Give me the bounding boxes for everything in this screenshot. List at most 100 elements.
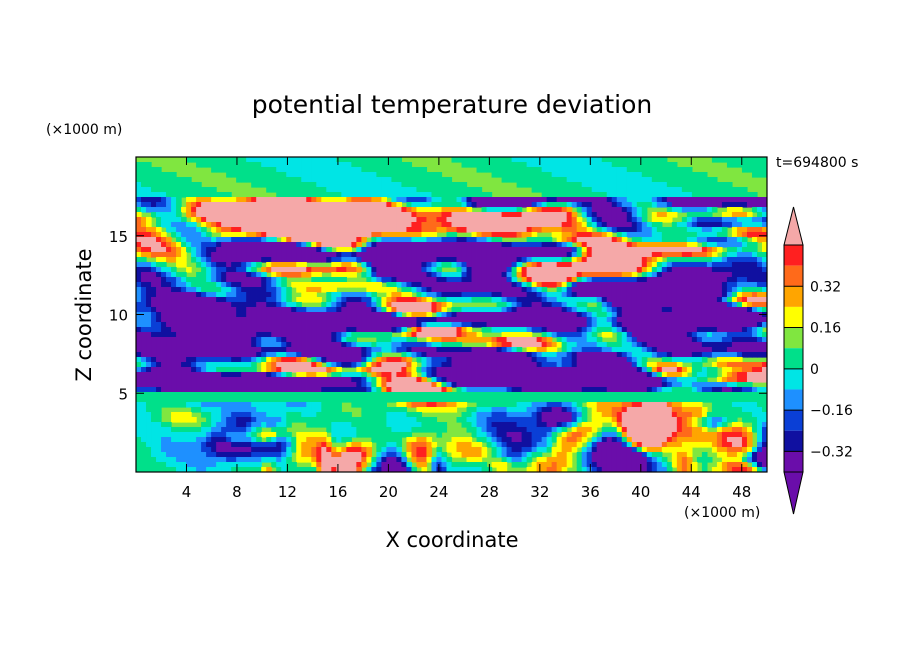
field-cell [731,332,738,338]
field-cell [241,337,247,343]
field-cell [186,202,192,208]
field-cell [686,357,693,363]
field-cell [466,237,473,243]
field-cell [656,242,663,248]
field-cell [681,202,688,208]
field-cell [421,172,428,178]
field-cell [496,317,503,323]
field-cell [521,312,528,318]
field-cell [241,362,247,368]
field-cell [396,232,403,238]
field-cell [551,267,558,273]
field-cell [681,177,688,183]
field-cell [686,282,693,288]
field-cell [316,232,322,238]
field-cell [456,282,463,288]
field-cell [231,212,237,218]
field-cell [281,197,287,203]
field-cell [486,222,493,228]
field-cell [461,247,468,253]
field-cell [601,342,608,348]
field-cell [261,182,267,188]
field-cell [656,277,663,283]
field-cell [531,337,538,343]
field-cell [586,192,593,198]
field-cell [346,237,352,243]
field-cell [361,252,367,258]
field-cell [256,207,262,213]
field-cell [301,272,307,278]
field-cell [621,277,628,283]
field-cell [496,282,503,288]
field-cell [341,292,347,298]
field-cell [661,167,668,173]
field-cell [376,327,382,333]
field-cell [336,337,342,343]
field-cell [456,287,463,293]
field-cell [641,337,648,343]
field-cell [581,342,588,348]
field-cell [501,227,508,233]
field-cell [251,157,257,163]
field-cell [751,172,758,178]
field-cell [161,277,167,283]
field-cell [716,232,723,238]
field-cell [676,297,683,303]
field-cell [231,257,237,263]
field-cell [141,192,147,198]
field-cell [596,222,603,228]
field-cell [256,177,262,183]
field-cell [211,292,217,298]
field-cell [161,367,167,373]
field-cell [271,287,277,293]
field-cell [341,262,347,268]
field-cell [706,327,713,333]
field-cell [241,347,247,353]
field-cell [476,242,483,248]
field-cell [626,277,633,283]
field-cell [311,172,317,178]
field-cell [321,202,327,208]
field-cell [701,262,708,268]
field-cell [316,157,322,163]
field-cell [426,207,433,213]
field-cell [661,302,668,308]
field-cell [421,292,428,298]
field-cell [376,347,382,353]
field-cell [426,222,433,228]
field-cell [456,367,463,373]
field-cell [571,157,578,163]
field-cell [156,182,162,188]
field-cell [246,367,252,373]
field-cell [541,207,548,213]
field-cell [516,252,523,258]
field-cell [401,247,408,253]
field-cell [731,317,738,323]
field-cell [521,197,528,203]
field-cell [761,207,767,213]
field-cell [141,172,147,178]
field-cell [666,172,673,178]
field-cell [571,257,578,263]
field-cell [286,312,292,318]
field-cell [311,177,317,183]
field-cell [236,262,242,268]
field-cell [416,257,423,263]
field-cell [511,197,518,203]
field-cell [271,202,277,208]
field-cell [201,332,207,338]
field-cell [176,232,182,238]
field-cell [521,342,528,348]
field-cell [501,287,508,293]
field-cell [676,347,683,353]
field-cell [181,217,187,223]
field-cell [181,307,187,313]
field-cell [571,317,578,323]
field-cell [646,307,653,313]
field-cell [561,207,568,213]
field-cell [396,157,403,163]
field-cell [346,362,352,368]
field-cell [626,347,633,353]
field-cell [351,307,357,313]
field-cell [731,327,738,333]
